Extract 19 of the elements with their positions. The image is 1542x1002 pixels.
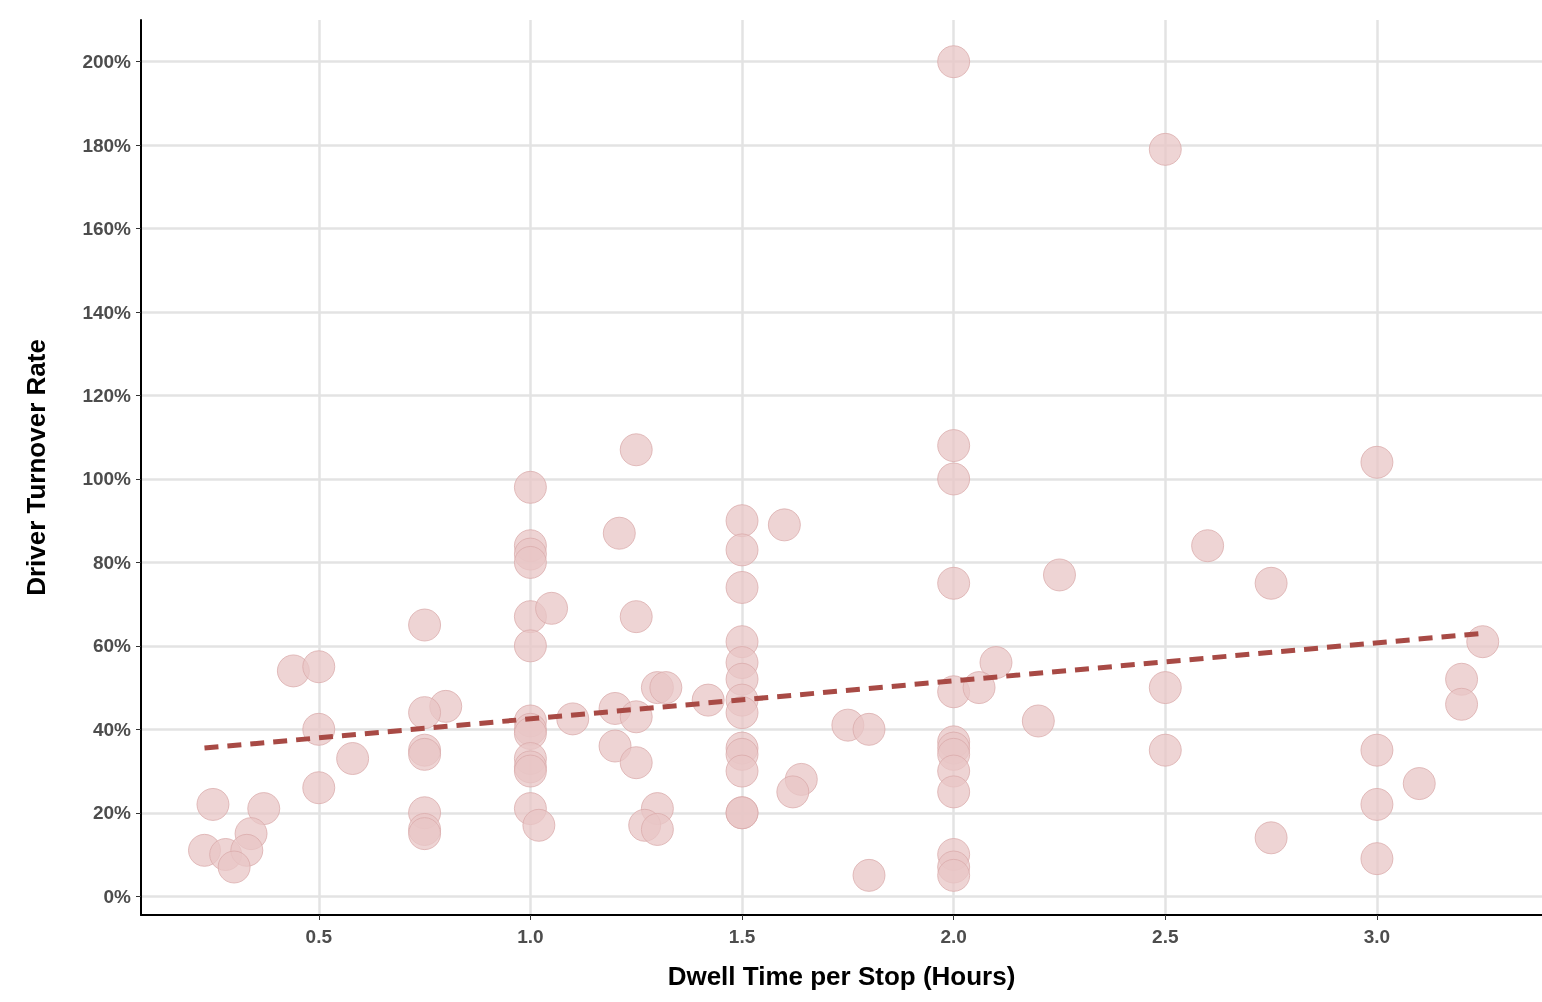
y-tick-label: 120% [82,385,132,407]
y-tick-label: 80% [92,551,132,573]
y-tick-label: 40% [92,718,132,740]
y-tick-label: 0% [103,885,132,907]
y-tick-label: 60% [92,635,132,657]
x-tick-label: 2.5 [1152,926,1179,947]
x-tick-label: 2.0 [940,926,967,947]
y-tick-label: 140% [82,301,132,323]
x-tick-label: 3.0 [1363,926,1391,947]
y-tick-label: 160% [82,218,132,240]
y-tick-label: 100% [82,468,132,490]
x-axis-title: Dwell Time per Stop (Hours) [667,961,1016,991]
y-axis-title: Driver Turnover Rate [21,339,51,596]
y-tick-label: 20% [92,802,132,824]
x-tick-label: 0.5 [305,926,333,947]
x-tick-label: 1.5 [728,926,756,947]
y-tick-label: 200% [82,51,132,73]
y-tick-label: 180% [82,134,132,156]
x-tick-label: 1.0 [517,926,544,947]
